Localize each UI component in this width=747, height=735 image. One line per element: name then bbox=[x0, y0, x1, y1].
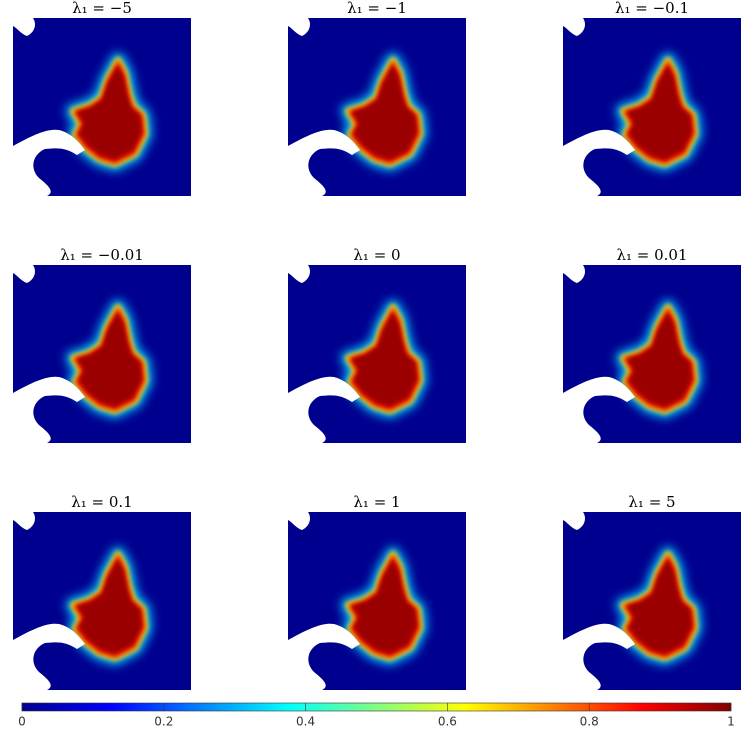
plume-core bbox=[352, 312, 417, 407]
panel-title: λ₁ = −0.01 bbox=[60, 246, 144, 264]
heatmap-panel bbox=[563, 265, 741, 443]
panel-title: λ₁ = 1 bbox=[353, 493, 400, 511]
land bbox=[563, 18, 635, 196]
panel-title: λ₁ = 0.1 bbox=[71, 493, 132, 511]
heatmap-panel bbox=[288, 512, 466, 690]
heatmap-panel bbox=[13, 18, 191, 196]
plume-core bbox=[77, 559, 142, 654]
land bbox=[563, 265, 635, 443]
land bbox=[563, 512, 635, 690]
plume-core bbox=[77, 65, 142, 160]
heatmap-panel bbox=[563, 18, 741, 196]
colorbar bbox=[21, 702, 732, 712]
land bbox=[13, 512, 85, 690]
land bbox=[288, 512, 360, 690]
panel-title: λ₁ = −0.1 bbox=[615, 0, 689, 17]
x-tick-label: 0 bbox=[18, 715, 26, 729]
plume-core bbox=[77, 312, 142, 407]
heatmap-panel bbox=[13, 265, 191, 443]
panel-title: λ₁ = −1 bbox=[347, 0, 407, 17]
heatmap-panel bbox=[288, 18, 466, 196]
x-tick-label: 0.2 bbox=[154, 715, 173, 729]
plume-core bbox=[352, 65, 417, 160]
heatmap-panel bbox=[563, 512, 741, 690]
x-tick-label: 0.4 bbox=[296, 715, 315, 729]
land bbox=[13, 265, 85, 443]
plume-core bbox=[627, 559, 692, 654]
x-tick-label: 0.6 bbox=[438, 715, 457, 729]
panel-title: λ₁ = 0 bbox=[353, 246, 400, 264]
land bbox=[288, 18, 360, 196]
panel-title: λ₁ = 5 bbox=[628, 493, 675, 511]
heatmap-panel bbox=[288, 265, 466, 443]
plume-core bbox=[627, 65, 692, 160]
x-tick-label: 0.8 bbox=[580, 715, 599, 729]
plume-core bbox=[352, 559, 417, 654]
panel-title: λ₁ = −5 bbox=[72, 0, 132, 17]
panel-title: λ₁ = 0.01 bbox=[616, 246, 687, 264]
heatmap-panel bbox=[13, 512, 191, 690]
x-tick-label: 1 bbox=[727, 715, 735, 729]
land bbox=[288, 265, 360, 443]
plume-core bbox=[627, 312, 692, 407]
land bbox=[13, 18, 85, 196]
